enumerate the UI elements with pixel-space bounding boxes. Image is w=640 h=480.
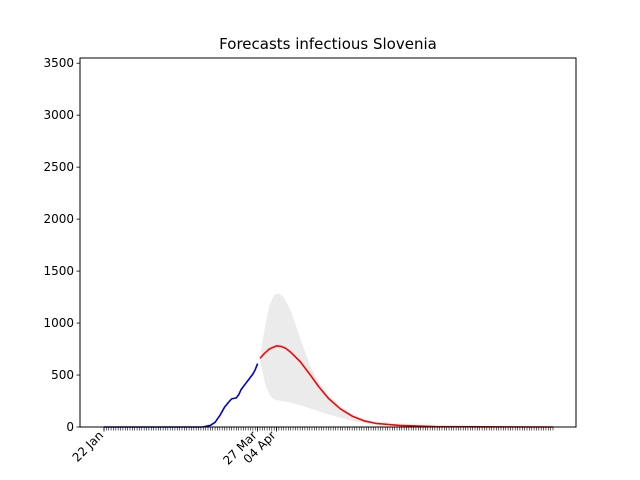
chart-title: Forecasts infectious Slovenia: [219, 35, 437, 53]
series-layer: [104, 346, 553, 427]
y-tick-label: 1500: [43, 264, 74, 278]
y-tick-label: 1000: [43, 316, 74, 330]
y-tick-label: 500: [51, 368, 74, 382]
x-tick-label: 22 Jan: [70, 428, 106, 464]
y-tick-label: 2000: [43, 212, 74, 226]
observed-series-line: [104, 364, 258, 427]
y-tick-label: 3500: [43, 56, 74, 70]
confidence-band-area: [260, 293, 553, 427]
y-axis: 0 500 1000 1500 2000 2500 3000 3500: [43, 56, 80, 434]
confidence-band: [260, 293, 553, 427]
plot-frame: [80, 58, 576, 427]
y-tick-label: 3000: [43, 108, 74, 122]
y-tick-label: 2500: [43, 160, 74, 174]
y-tick-label: 0: [66, 420, 74, 434]
